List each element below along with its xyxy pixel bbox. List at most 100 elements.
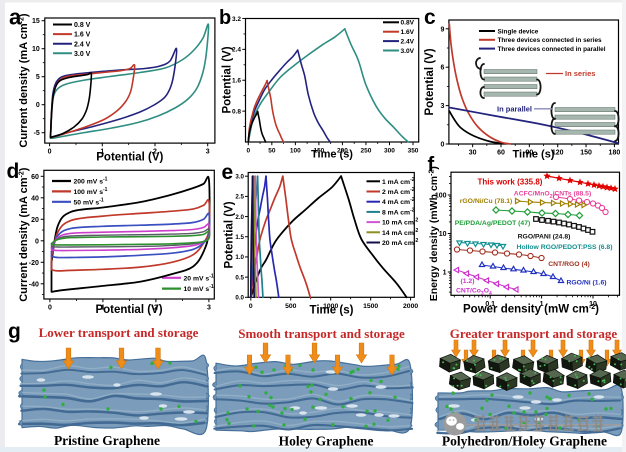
svg-text:6: 6 [440,65,444,72]
svg-text:Potential (V): Potential (V) [224,201,236,268]
svg-text:-20: -20 [29,260,39,267]
svg-text:Holey Graphene: Holey Graphene [279,434,374,449]
svg-text:e: e [222,161,234,184]
svg-text:2.5: 2.5 [235,194,244,201]
svg-text:Time (s): Time (s) [513,149,555,161]
svg-text:RGO/Ni (1.6): RGO/Ni (1.6) [566,280,606,287]
svg-text:1 mA cm-2: 1 mA cm-2 [382,177,415,186]
svg-text:a: a [9,5,22,30]
svg-text:50: 50 [268,148,276,155]
svg-text:3: 3 [440,103,444,110]
svg-text:2 mA cm-2: 2 mA cm-2 [382,187,415,196]
svg-text:3: 3 [206,149,210,156]
svg-text:30: 30 [469,150,477,157]
svg-text:2.4: 2.4 [232,47,241,54]
svg-text:150: 150 [580,150,592,157]
svg-text:In parallel: In parallel [497,105,532,114]
svg-text:150: 150 [313,148,324,155]
svg-text:g: g [8,320,21,343]
svg-text:In series: In series [565,69,595,78]
svg-text:(1.2): (1.2) [461,278,475,285]
svg-text:2: 2 [153,149,157,156]
svg-text:1: 1 [100,149,104,156]
svg-text:0: 0 [246,148,250,155]
svg-text:180: 180 [609,150,621,157]
svg-text:Power density (mW cm-2): Power density (mW cm-2) [463,304,599,316]
svg-text:Current density (mA cm-2): Current density (mA cm-2) [18,167,30,302]
svg-text:CNT/Co3O4: CNT/Co3O4 [456,287,492,297]
svg-text:Polyhedron/Holey Graphene: Polyhedron/Holey Graphene [442,434,607,449]
svg-text:2.4V: 2.4V [401,39,415,46]
svg-text:300: 300 [384,148,395,155]
svg-text:40: 40 [31,195,39,202]
svg-text:20 mA cm-2: 20 mA cm-2 [382,238,419,247]
svg-text:0.1: 0.1 [485,301,495,308]
svg-text:0: 0 [440,142,444,149]
svg-text:500: 500 [285,303,297,310]
svg-text:1000: 1000 [323,303,338,310]
svg-text:90: 90 [525,150,533,157]
svg-text:2.0: 2.0 [235,214,244,221]
svg-text:1: 1 [443,270,447,277]
svg-text:d: d [7,160,20,183]
svg-text:200: 200 [337,148,348,155]
svg-text:Single device: Single device [498,28,539,35]
svg-text:Hollow RGO/PEDOT:PSS (6.8): Hollow RGO/PEDOT:PSS (6.8) [517,244,613,251]
svg-text:2.4 V: 2.4 V [74,41,91,48]
svg-text:10 mV s-1: 10 mV s-1 [184,284,214,293]
svg-text:0: 0 [36,102,40,109]
svg-text:-5: -5 [34,130,40,137]
svg-text:CNT/RGO (4): CNT/RGO (4) [548,261,590,268]
svg-text:Time (s): Time (s) [311,149,353,161]
svg-text:0.5: 0.5 [235,274,244,281]
svg-text:0.8V: 0.8V [401,20,415,27]
svg-text:2: 2 [154,305,158,312]
svg-text:60: 60 [31,174,39,181]
svg-text:100 mV s-1: 100 mV s-1 [74,187,108,196]
svg-text:15: 15 [32,18,40,25]
svg-text:0: 0 [48,305,52,312]
svg-text:1.6V: 1.6V [401,29,415,36]
svg-text:350: 350 [408,148,419,155]
svg-text:RGO/PANI (24.8): RGO/PANI (24.8) [518,234,571,241]
svg-text:1.6: 1.6 [232,78,241,85]
svg-text:5: 5 [36,74,40,81]
svg-text:Lower transport and storage: Lower transport and storage [39,325,199,340]
svg-text:Potential (V): Potential (V) [222,46,234,113]
svg-text:PE/PDA/Ag/PEDOT (47): PE/PDA/Ag/PEDOT (47) [455,220,531,227]
svg-text:This work (335.8): This work (335.8) [478,178,543,187]
svg-text:0: 0 [35,238,39,245]
svg-text:1500: 1500 [363,303,378,310]
svg-text:10 mA cm-2: 10 mA cm-2 [382,218,419,227]
svg-text:Potential (V): Potential (V) [96,152,163,164]
svg-text:50 mV s-1: 50 mV s-1 [74,197,104,206]
svg-text:100: 100 [435,193,447,200]
svg-text:Greater transport and storage: Greater transport and storage [450,326,618,341]
svg-text:1.5: 1.5 [235,234,244,241]
svg-text:8 mA cm-2: 8 mA cm-2 [382,207,415,216]
svg-text:10: 10 [32,46,40,53]
svg-text:9: 9 [440,26,444,33]
svg-text:3: 3 [207,305,211,312]
svg-text:f: f [428,154,435,176]
svg-text:120: 120 [552,150,564,157]
svg-text:20: 20 [31,217,39,224]
svg-text:c: c [424,6,436,29]
svg-text:0.8: 0.8 [232,108,241,115]
svg-text:rGO/Ni/Cu (78.1): rGO/Ni/Cu (78.1) [460,198,513,205]
svg-text:Current density (mA cm-2): Current density (mA cm-2) [18,13,30,148]
svg-text:-40: -40 [29,281,39,288]
svg-text:100: 100 [290,148,301,155]
svg-text:Smooth transport and storage: Smooth transport and storage [238,326,405,341]
svg-text:Three devices connected in ser: Three devices connected in series [498,37,603,44]
svg-text:20 mV s-1: 20 mV s-1 [184,273,214,282]
svg-text:Potential (V): Potential (V) [424,48,436,115]
svg-text:Energy density (mWh cm-2): Energy density (mWh cm-2) [428,166,440,301]
svg-text:3.2: 3.2 [232,16,241,23]
svg-text:200 mV s-1: 200 mV s-1 [74,177,108,186]
svg-text:1.0: 1.0 [235,254,244,261]
svg-text:4 mA cm-2: 4 mA cm-2 [382,197,415,206]
svg-text:0: 0 [48,149,52,156]
svg-text:1: 1 [540,301,544,308]
svg-text:10: 10 [439,231,447,238]
